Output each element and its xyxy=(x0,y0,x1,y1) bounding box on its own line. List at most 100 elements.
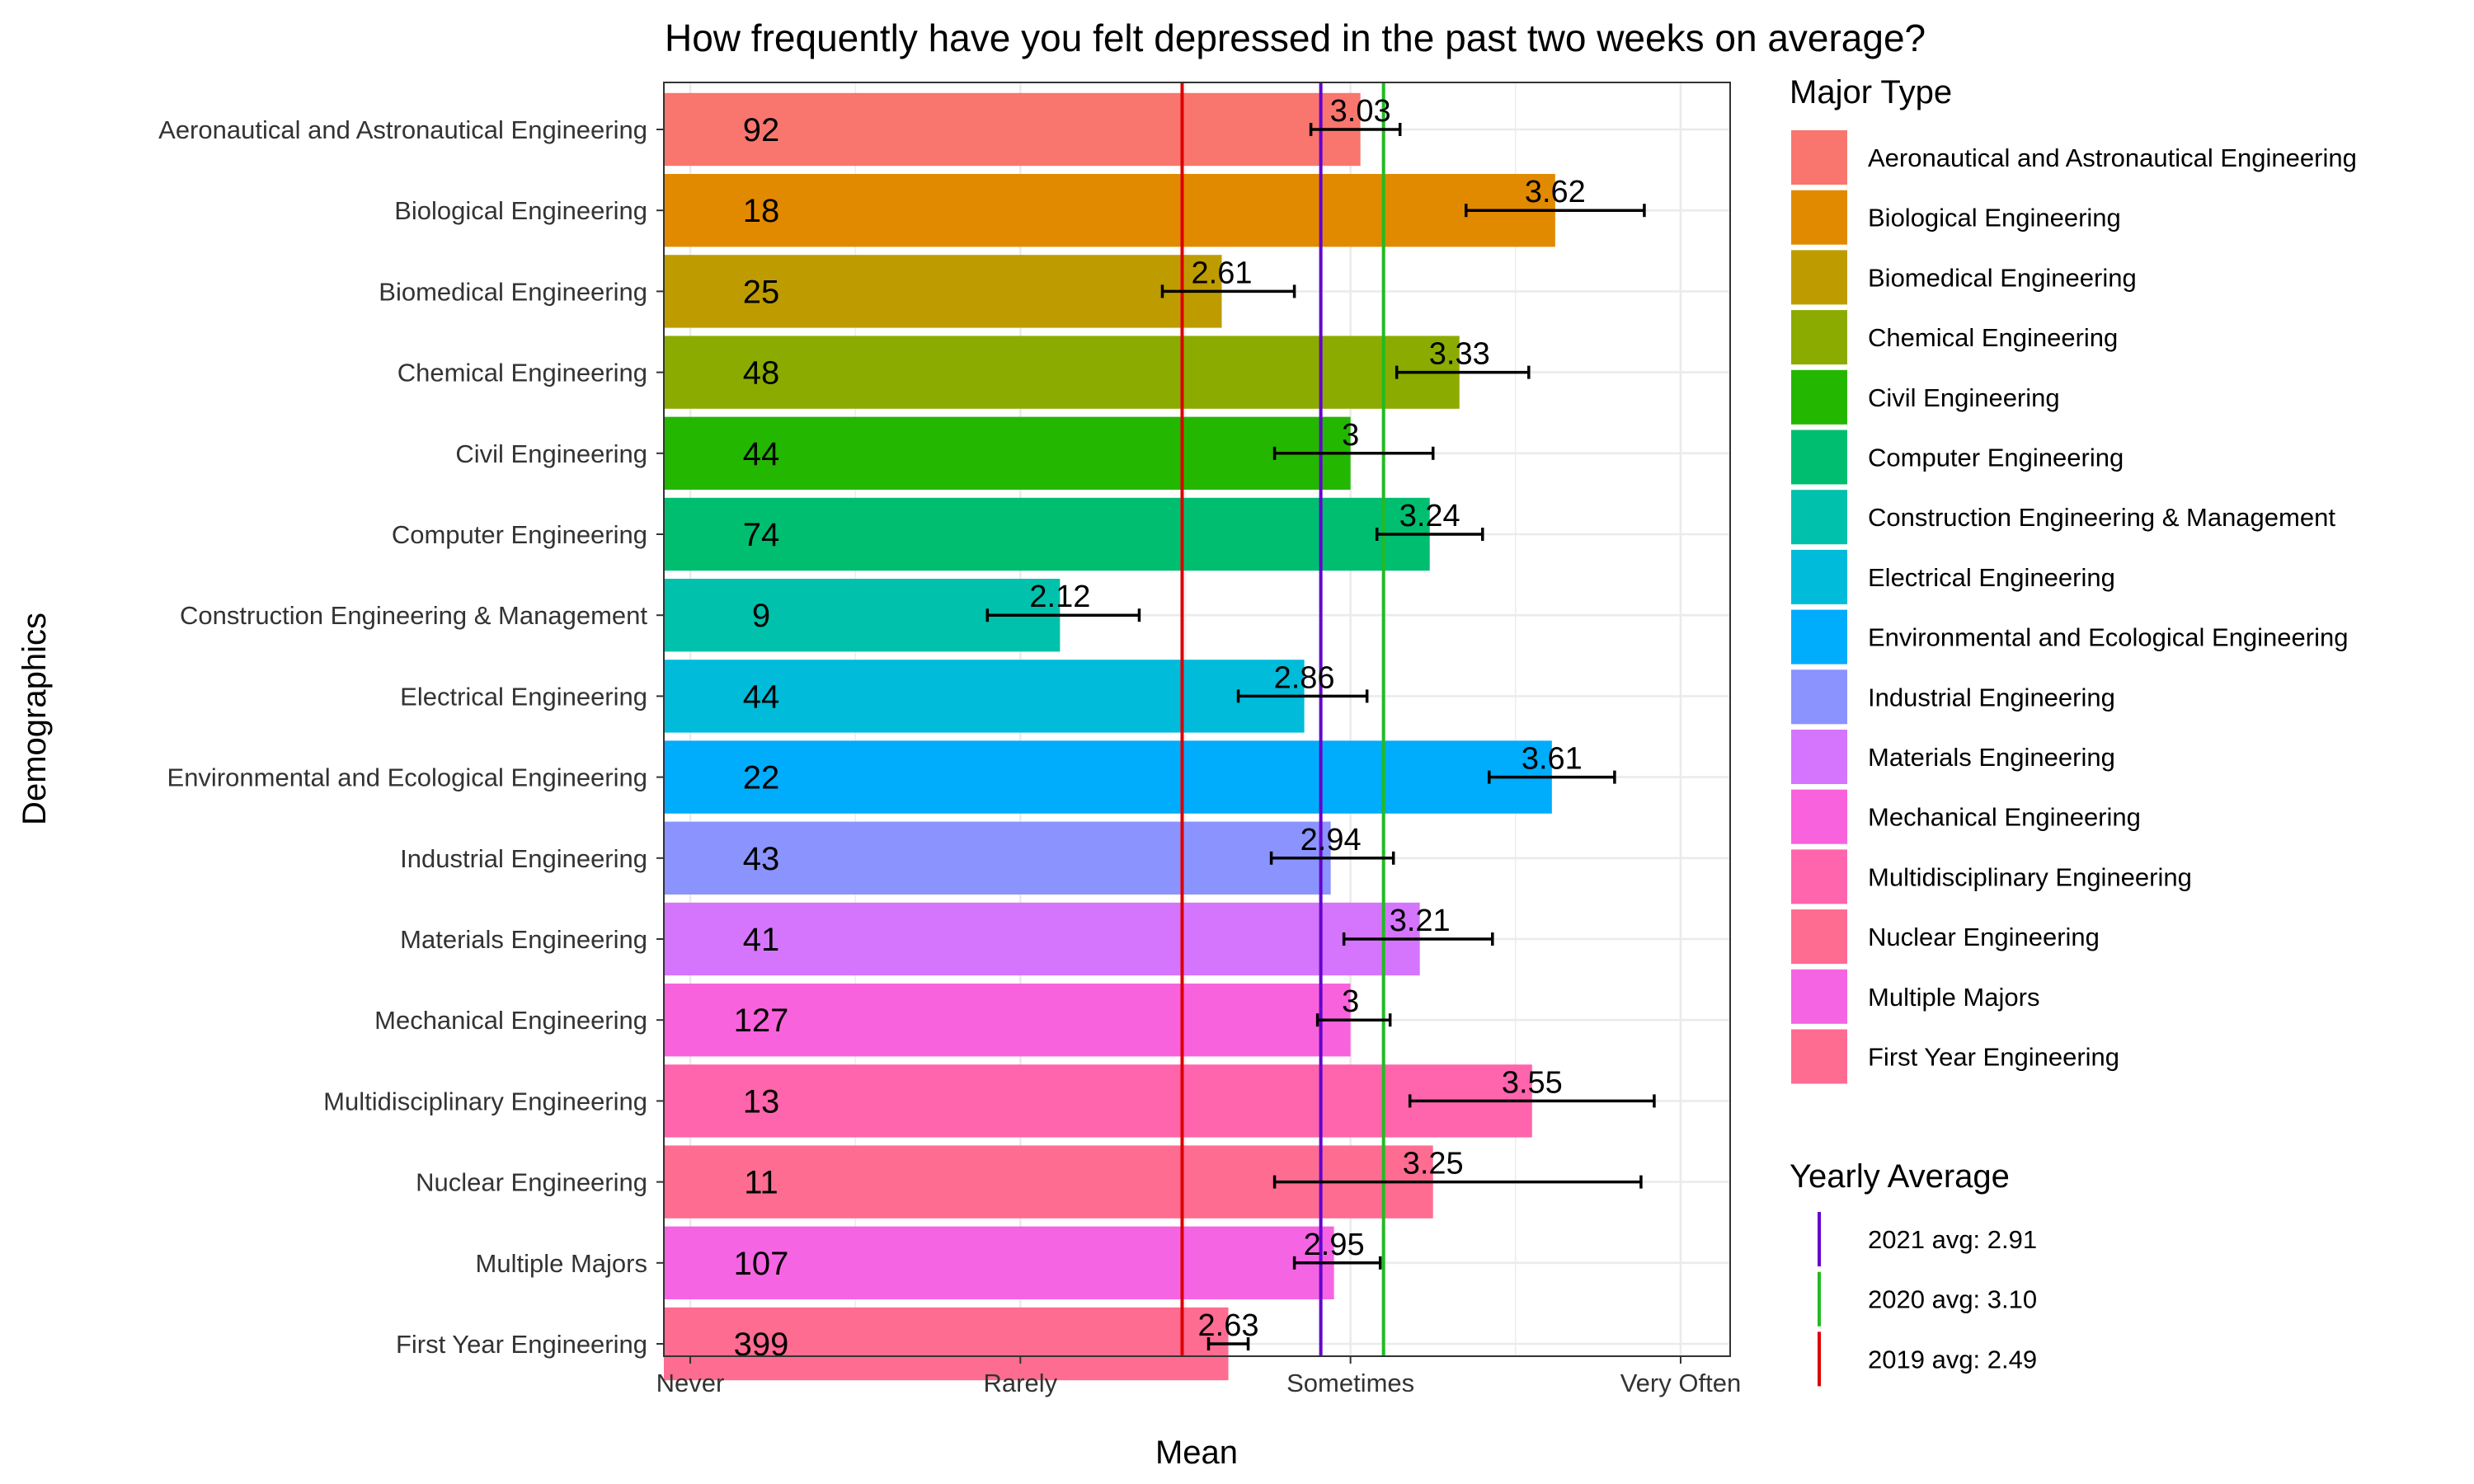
legend-item: Multidisciplinary Engineering xyxy=(1791,849,2192,904)
x-axis-title: Mean xyxy=(1155,1435,1238,1471)
legend-key xyxy=(1791,909,1847,965)
y-tick-label: Biological Engineering xyxy=(394,196,647,225)
bar xyxy=(664,1226,1334,1299)
value-label: 2.63 xyxy=(1198,1308,1259,1343)
legend-key xyxy=(1791,490,1847,545)
bar xyxy=(664,902,1420,976)
error-bar xyxy=(1272,446,1435,460)
x-tick-label: Sometimes xyxy=(1286,1369,1414,1397)
count-label: 44 xyxy=(743,436,780,472)
value-label: 3.62 xyxy=(1525,175,1586,209)
error-bar xyxy=(1465,204,1646,218)
legend-key xyxy=(1791,190,1847,245)
error-bar xyxy=(1315,1013,1392,1027)
plot-panel-border xyxy=(663,82,1731,1357)
y-axis-title: Demographics xyxy=(16,613,53,825)
error-bar xyxy=(1395,365,1531,379)
bar xyxy=(664,660,1305,733)
legend-label: 2021 avg: 2.91 xyxy=(1868,1225,2037,1254)
value-label: 3.03 xyxy=(1330,94,1391,129)
legend-key xyxy=(1791,669,1847,725)
legend-item: 2021 avg: 2.91 xyxy=(1818,1212,2037,1266)
legend-key xyxy=(1791,549,1847,604)
legend-item: Materials Engineering xyxy=(1791,730,2115,784)
error-bar xyxy=(1309,123,1402,136)
error-bar xyxy=(985,608,1141,622)
value-label: 2.12 xyxy=(1029,580,1090,614)
count-label: 25 xyxy=(743,274,780,310)
count-label: 11 xyxy=(744,1165,778,1201)
value-label: 3.55 xyxy=(1502,1065,1563,1100)
legend-item: Aeronautical and Astronautical Engineeri… xyxy=(1791,130,2357,185)
y-tick-label: Computer Engineering xyxy=(392,520,647,549)
legend-title-yearly-average: Yearly Average xyxy=(1790,1158,2010,1195)
legend-major-type: Aeronautical and Astronautical Engineeri… xyxy=(1791,130,2357,1084)
legend-key xyxy=(1791,849,1847,904)
legend-label: Computer Engineering xyxy=(1868,444,2124,472)
legend-label: Aeronautical and Astronautical Engineeri… xyxy=(1868,143,2357,172)
legend-label: 2019 avg: 2.49 xyxy=(1868,1345,2037,1374)
error-bar xyxy=(1206,1337,1250,1350)
y-tick-label: Industrial Engineering xyxy=(400,844,647,873)
bar xyxy=(664,821,1331,895)
bar xyxy=(664,1064,1532,1138)
value-label: 3 xyxy=(1342,418,1359,453)
value-label: 3.61 xyxy=(1522,742,1583,777)
y-tick-label: Materials Engineering xyxy=(400,925,647,954)
legend-label: Biomedical Engineering xyxy=(1868,263,2137,292)
legend-item: Civil Engineering xyxy=(1791,369,2060,425)
x-tick-label: Very Often xyxy=(1620,1369,1741,1397)
legend-key xyxy=(1791,430,1847,485)
count-label: 9 xyxy=(752,598,770,634)
value-label: 3.21 xyxy=(1390,904,1451,938)
legend-item: First Year Engineering xyxy=(1791,1029,2119,1084)
legend-title-major-type: Major Type xyxy=(1790,74,1952,110)
count-label: 74 xyxy=(743,517,780,553)
legend-label: Environmental and Ecological Engineering xyxy=(1868,623,2348,652)
count-label: 43 xyxy=(743,841,780,877)
y-tick-label: Nuclear Engineering xyxy=(416,1168,647,1197)
legend-key xyxy=(1791,369,1847,425)
y-tick-label: Biomedical Engineering xyxy=(379,277,647,306)
count-label: 48 xyxy=(743,355,780,392)
legend-item: Biomedical Engineering xyxy=(1791,250,2137,305)
bar xyxy=(664,174,1555,247)
y-tick-label: Environmental and Ecological Engineering xyxy=(167,763,647,792)
legend-label: Chemical Engineering xyxy=(1868,323,2118,352)
y-tick-label: Civil Engineering xyxy=(455,439,647,468)
value-label: 3.25 xyxy=(1403,1147,1464,1181)
y-tick-label: Mechanical Engineering xyxy=(374,1006,647,1035)
legend-yearly-average: 2021 avg: 2.91 2020 avg: 3.10 2019 avg: 2.… xyxy=(1818,1212,2037,1387)
error-bar xyxy=(1408,1094,1656,1108)
count-label: 92 xyxy=(743,112,780,148)
legend-item: Nuclear Engineering xyxy=(1791,909,2100,965)
bar xyxy=(664,497,1430,571)
y-tick-label: First Year Engineering xyxy=(396,1330,647,1359)
legend-label: Electrical Engineering xyxy=(1868,563,2115,592)
y-axis: Aeronautical and Astronautical Engineeri… xyxy=(158,115,664,1359)
legend-key xyxy=(1791,130,1847,185)
bars xyxy=(664,92,1555,1381)
bar xyxy=(664,1307,1229,1381)
legend-item: 2019 avg: 2.49 xyxy=(1818,1331,2037,1387)
error-bar xyxy=(1272,1175,1643,1189)
value-label: 2.94 xyxy=(1300,823,1362,857)
legend-item: Industrial Engineering xyxy=(1791,669,2115,725)
bar xyxy=(664,92,1361,167)
legend-key xyxy=(1791,1029,1847,1084)
y-tick-label: Aeronautical and Astronautical Engineeri… xyxy=(158,115,647,144)
y-tick-label: Multiple Majors xyxy=(476,1249,647,1278)
legend-label: Nuclear Engineering xyxy=(1868,923,2100,951)
count-label: 399 xyxy=(734,1327,789,1363)
count-label: 44 xyxy=(743,679,780,715)
error-bar xyxy=(1488,770,1616,784)
legend-item: Electrical Engineering xyxy=(1791,549,2115,604)
legend-label: Materials Engineering xyxy=(1868,743,2115,772)
error-bar xyxy=(1342,932,1494,946)
value-label: 2.61 xyxy=(1192,256,1253,290)
legend-key xyxy=(1791,969,1847,1024)
legend-item: Chemical Engineering xyxy=(1791,310,2118,365)
error-bar xyxy=(1269,851,1395,865)
legend-item: Biological Engineering xyxy=(1791,190,2121,245)
